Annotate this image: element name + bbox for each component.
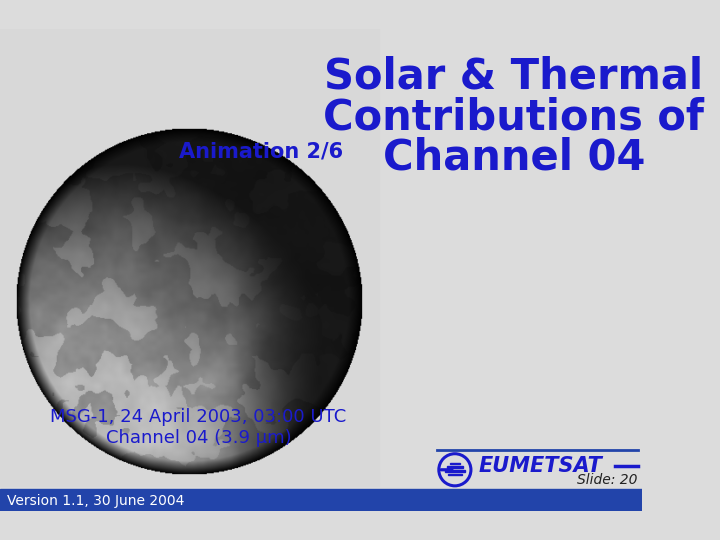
Text: MSG-1, 24 April 2003, 03:00 UTC: MSG-1, 24 April 2003, 03:00 UTC bbox=[50, 408, 346, 426]
Text: Animation 2/6: Animation 2/6 bbox=[179, 141, 343, 161]
Bar bbox=[445, 470, 464, 471]
Bar bbox=[0, 29, 379, 486]
Text: Solar & Thermal: Solar & Thermal bbox=[324, 56, 703, 98]
Bar bbox=[448, 474, 462, 475]
Bar bbox=[0, 491, 642, 511]
FancyArrow shape bbox=[441, 468, 453, 472]
Bar bbox=[449, 463, 460, 464]
Text: EUMETSAT: EUMETSAT bbox=[478, 456, 602, 476]
Text: Channel 04: Channel 04 bbox=[382, 136, 645, 178]
Bar bbox=[447, 467, 463, 468]
Text: Channel 04 (3.9 μm): Channel 04 (3.9 μm) bbox=[106, 429, 291, 447]
Bar bbox=[0, 489, 642, 491]
Text: Version 1.1, 30 June 2004: Version 1.1, 30 June 2004 bbox=[7, 494, 184, 508]
Text: Contributions of: Contributions of bbox=[323, 96, 704, 138]
Text: Slide: 20: Slide: 20 bbox=[577, 472, 638, 487]
